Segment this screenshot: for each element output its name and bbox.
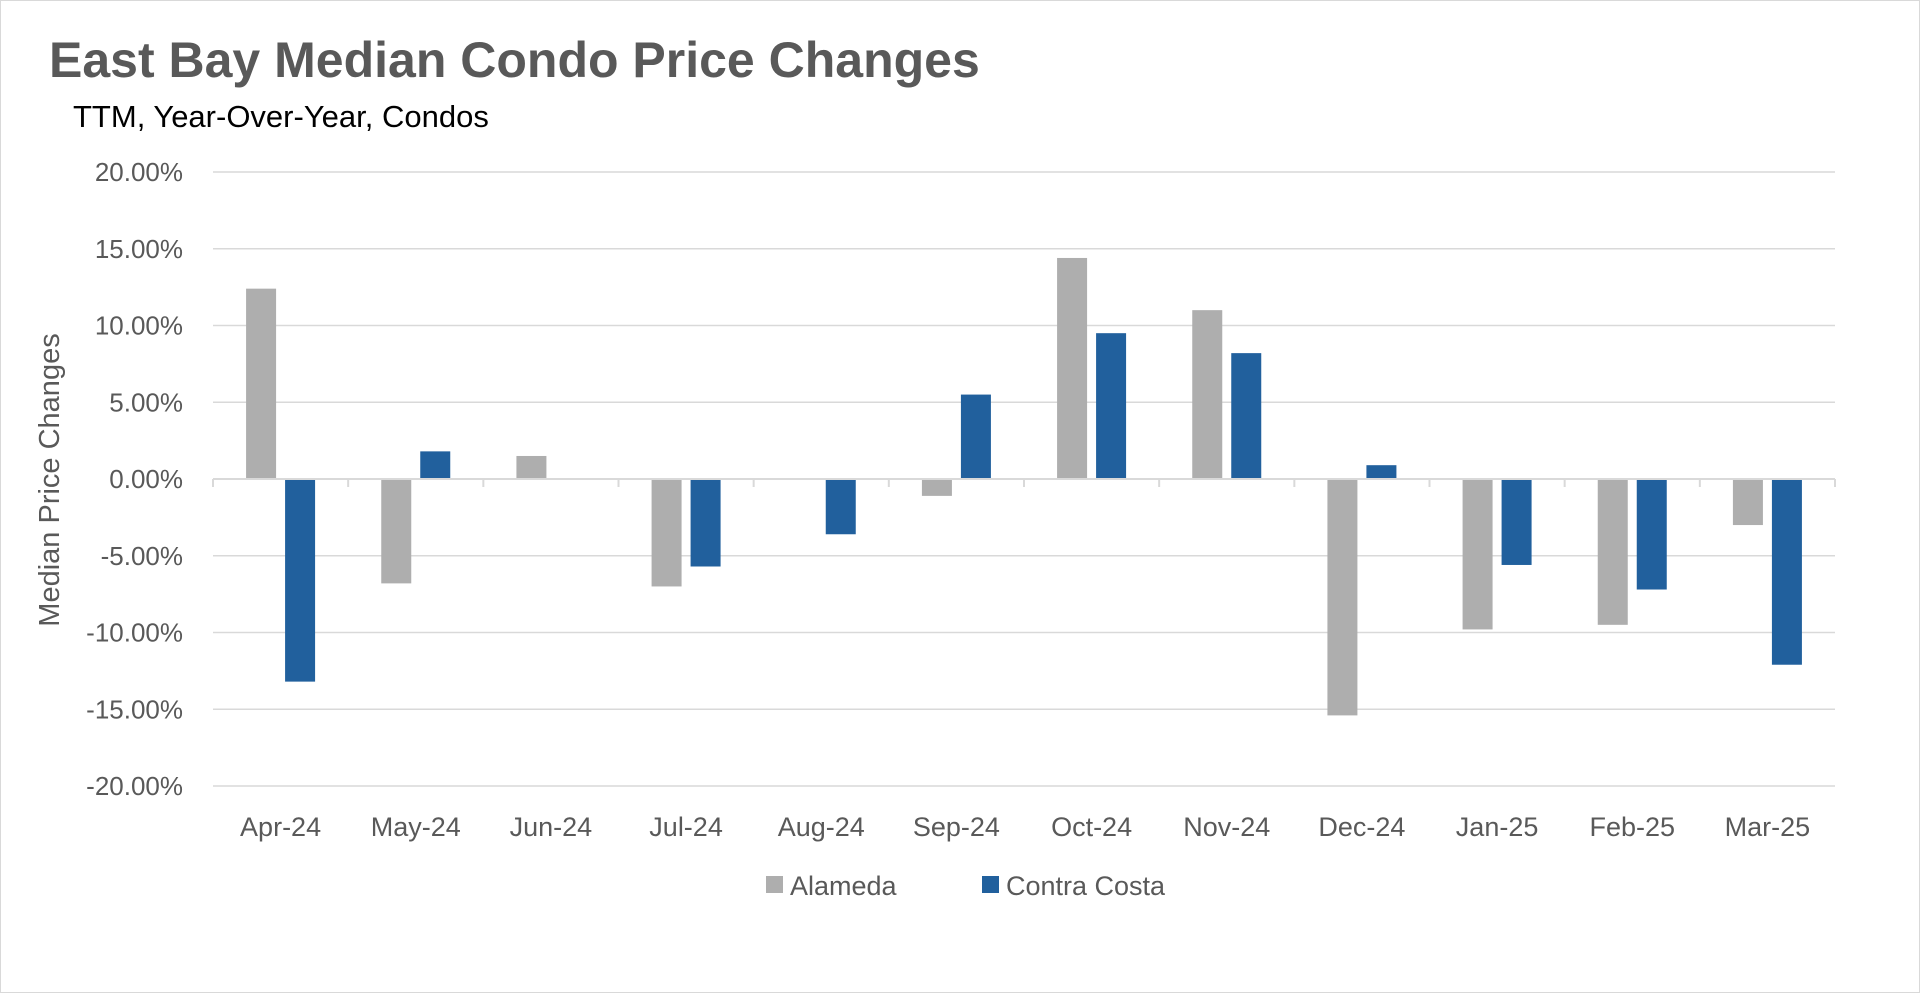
y-tick-label: 5.00% — [109, 387, 183, 417]
bar-alameda-jul-24 — [651, 479, 682, 587]
bar-contra-costa-nov-24 — [1231, 353, 1262, 479]
bar-alameda-sep-24 — [921, 479, 952, 496]
x-tick-label: Oct-24 — [1051, 812, 1132, 842]
bar-contra-costa-oct-24 — [1096, 333, 1127, 479]
bar-alameda-dec-24 — [1327, 479, 1358, 716]
bar-contra-costa-jul-24 — [690, 479, 721, 567]
legend-label-contra-costa: Contra Costa — [1006, 871, 1166, 901]
x-tick-label: Nov-24 — [1183, 812, 1270, 842]
bar-alameda-may-24 — [381, 479, 412, 584]
x-tick-label: Mar-25 — [1725, 812, 1811, 842]
x-axis-ticks: Apr-24 May-24 Jun-24 Jul-24 Aug-24 Sep-24 Oct-… — [240, 812, 1810, 842]
y-tick-label: -20.00% — [86, 771, 183, 801]
x-tick-label: Aug-24 — [778, 812, 865, 842]
x-tick-label: Sep-24 — [913, 812, 1000, 842]
y-tick-label: -15.00% — [86, 694, 183, 724]
bar-alameda-jun-24 — [516, 455, 547, 479]
bar-contra-costa-jan-25 — [1501, 479, 1532, 565]
x-tick-label: May-24 — [371, 812, 461, 842]
bar-alameda-feb-25 — [1597, 479, 1628, 625]
bar-alameda-apr-24 — [246, 288, 277, 479]
y-tick-label: 20.00% — [95, 157, 183, 187]
bar-contra-costa-dec-24 — [1366, 465, 1397, 479]
legend: Alameda Contra Costa — [766, 871, 1166, 901]
y-axis-title: Median Price Changes — [34, 333, 66, 626]
x-tick-label: Jan-25 — [1456, 812, 1539, 842]
x-tick-label: Feb-25 — [1589, 812, 1675, 842]
chart-subtitle: TTM, Year-Over-Year, Condos — [73, 99, 489, 134]
y-tick-label: 0.00% — [109, 464, 183, 494]
chart-title: East Bay Median Condo Price Changes — [49, 32, 980, 88]
bar-contra-costa-aug-24 — [825, 479, 856, 535]
x-tick-label: Jul-24 — [649, 812, 723, 842]
y-tick-label: 15.00% — [95, 234, 183, 264]
x-axis — [212, 478, 1836, 487]
bar-contra-costa-sep-24 — [960, 394, 991, 479]
y-axis-ticks: 20.00% 15.00% 10.00% 5.00% 0.00% -5.00% -10.00… — [86, 157, 183, 801]
y-tick-label: -10.00% — [86, 618, 183, 648]
y-tick-label: 10.00% — [95, 311, 183, 341]
x-tick-label: Jun-24 — [510, 812, 593, 842]
legend-label-alameda: Alameda — [790, 871, 898, 901]
legend-swatch-alameda — [766, 876, 783, 893]
y-tick-label: -5.00% — [101, 541, 183, 571]
bars — [246, 257, 1802, 716]
gridlines — [213, 171, 1835, 787]
bar-alameda-jan-25 — [1462, 479, 1493, 630]
bar-alameda-oct-24 — [1057, 257, 1088, 479]
bar-contra-costa-mar-25 — [1771, 479, 1802, 665]
bar-alameda-nov-24 — [1192, 310, 1223, 479]
x-tick-label: Dec-24 — [1318, 812, 1405, 842]
legend-swatch-contra-costa — [982, 876, 999, 893]
bar-alameda-mar-25 — [1732, 479, 1763, 526]
x-tick-label: Apr-24 — [240, 812, 321, 842]
bar-contra-costa-apr-24 — [285, 479, 316, 682]
bar-contra-costa-feb-25 — [1636, 479, 1667, 590]
bar-contra-costa-may-24 — [420, 451, 451, 479]
